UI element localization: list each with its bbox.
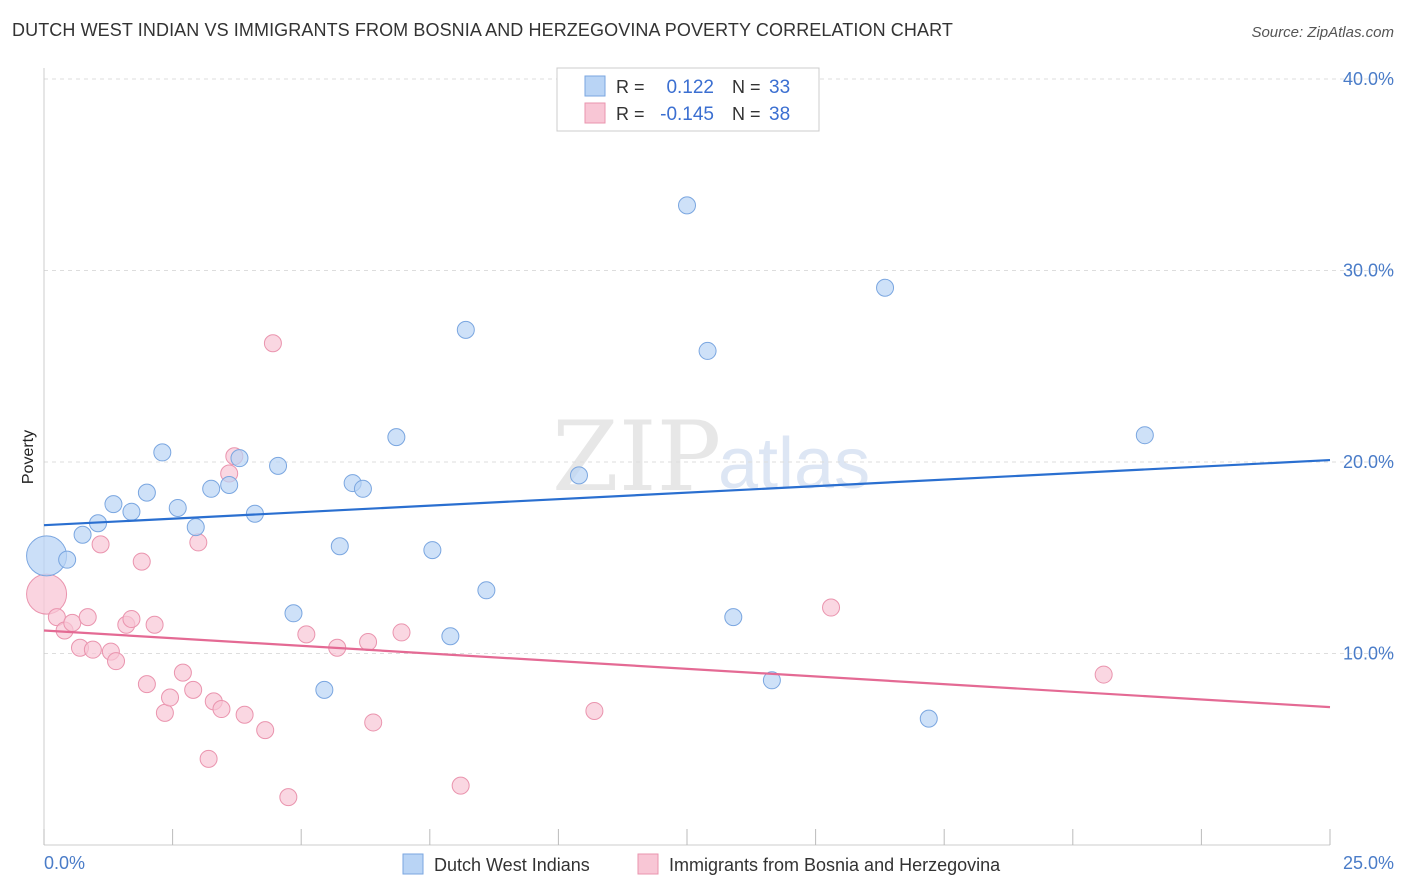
y-tick-label: 20.0% xyxy=(1343,452,1394,472)
series-legend-label-blue: Dutch West Indians xyxy=(434,855,590,875)
series-legend-swatch-blue xyxy=(402,853,424,875)
blue-point xyxy=(762,671,781,690)
blue-point xyxy=(122,502,141,521)
legend-swatch-blue xyxy=(584,75,606,97)
legend-r-label-pink: R = xyxy=(616,104,645,124)
blue-point xyxy=(269,456,288,475)
blue-point xyxy=(569,466,588,485)
pink-point xyxy=(451,776,470,795)
pink-point xyxy=(212,700,231,719)
blue-point xyxy=(441,627,460,646)
blue-point xyxy=(137,483,156,502)
pink-point xyxy=(1094,665,1113,684)
pink-point xyxy=(359,633,378,652)
gridlines xyxy=(44,78,1394,654)
blue-trend-line xyxy=(43,458,1331,527)
blue-point xyxy=(73,525,92,544)
blue-point xyxy=(220,475,239,494)
blue-point xyxy=(387,428,406,447)
pink-point xyxy=(256,721,275,740)
legend-swatch-pink xyxy=(584,102,606,124)
pink-point xyxy=(91,535,110,554)
blue-point xyxy=(284,604,303,623)
y-tick-label: 10.0% xyxy=(1343,644,1394,664)
pink-point xyxy=(161,688,180,707)
blue-point xyxy=(153,443,172,462)
correlation-legend: R = 0.122 N = 33 R = -0.145 N = 38 xyxy=(556,67,820,132)
series-legend: Dutch West Indians Immigrants from Bosni… xyxy=(402,853,1001,875)
pink-point xyxy=(122,610,141,629)
legend-r-value-blue: 0.122 xyxy=(666,77,714,98)
legend-n-value-blue: 33 xyxy=(769,77,790,98)
blue-point xyxy=(168,498,187,517)
pink-point xyxy=(78,608,97,627)
pink-point xyxy=(364,713,383,732)
pink-point xyxy=(47,608,66,627)
blue-point xyxy=(202,479,221,498)
pink-point xyxy=(155,703,174,722)
blue-point xyxy=(477,581,496,600)
blue-point xyxy=(724,608,743,627)
y-tick-labels: 10.0% 20.0% 30.0% 40.0% xyxy=(1343,69,1394,664)
y-tick-label: 30.0% xyxy=(1343,261,1394,281)
chart-title: DUTCH WEST INDIAN VS IMMIGRANTS FROM BOS… xyxy=(12,20,953,40)
pink-point xyxy=(137,675,156,694)
pink-series-points xyxy=(26,334,1113,807)
blue-point xyxy=(315,680,334,699)
legend-n-label-blue: N = xyxy=(732,77,761,97)
blue-point xyxy=(456,320,475,339)
series-legend-label-pink: Immigrants from Bosnia and Herzegovina xyxy=(669,855,1001,875)
pink-point xyxy=(173,663,192,682)
source-label: Source: ZipAtlas.com xyxy=(1251,24,1394,41)
pink-point xyxy=(107,652,126,671)
blue-point xyxy=(876,278,895,297)
pink-point xyxy=(26,573,68,615)
blue-point xyxy=(1135,426,1154,445)
trend-lines xyxy=(43,458,1331,709)
blue-point xyxy=(353,479,372,498)
blue-point xyxy=(330,537,349,556)
pink-point xyxy=(822,598,841,617)
legend-r-label-blue: R = xyxy=(616,77,645,97)
x-tick-label-min: 0.0% xyxy=(44,853,85,873)
blue-point xyxy=(678,196,696,215)
legend-r-value-pink: -0.145 xyxy=(660,104,714,125)
pink-point xyxy=(263,334,282,353)
blue-point xyxy=(230,449,249,468)
legend-n-value-pink: 38 xyxy=(769,104,790,125)
pink-point xyxy=(297,625,316,644)
legend-n-label-pink: N = xyxy=(732,104,761,124)
pink-point xyxy=(189,533,208,552)
x-tick-label-max: 25.0% xyxy=(1343,853,1394,873)
blue-point xyxy=(104,495,123,514)
watermark-atlas: atlas xyxy=(718,424,870,504)
pink-point xyxy=(585,701,604,720)
y-axis-label: Poverty xyxy=(20,430,37,484)
pink-trend-line xyxy=(43,629,1331,709)
blue-point xyxy=(423,541,442,560)
blue-point xyxy=(698,341,717,360)
blue-point xyxy=(186,518,205,537)
y-tick-label: 40.0% xyxy=(1343,69,1394,89)
pink-point xyxy=(132,552,151,571)
pink-point xyxy=(279,788,298,807)
pink-point xyxy=(392,623,411,642)
pink-point xyxy=(63,613,82,632)
pink-point xyxy=(145,615,164,634)
blue-point xyxy=(919,709,938,728)
pink-point xyxy=(83,640,102,659)
pink-point xyxy=(235,705,254,724)
blue-point xyxy=(58,550,77,569)
series-legend-swatch-pink xyxy=(637,853,659,875)
pink-point xyxy=(184,680,203,699)
pink-point xyxy=(199,749,218,768)
x-ticks xyxy=(43,829,1331,845)
